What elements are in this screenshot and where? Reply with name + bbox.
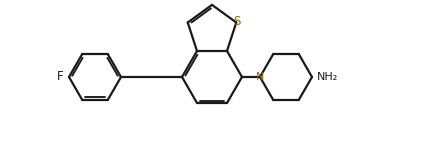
Text: NH₂: NH₂ [317,72,338,82]
Text: F: F [57,70,64,84]
Text: N: N [256,72,264,82]
Text: S: S [233,15,241,28]
